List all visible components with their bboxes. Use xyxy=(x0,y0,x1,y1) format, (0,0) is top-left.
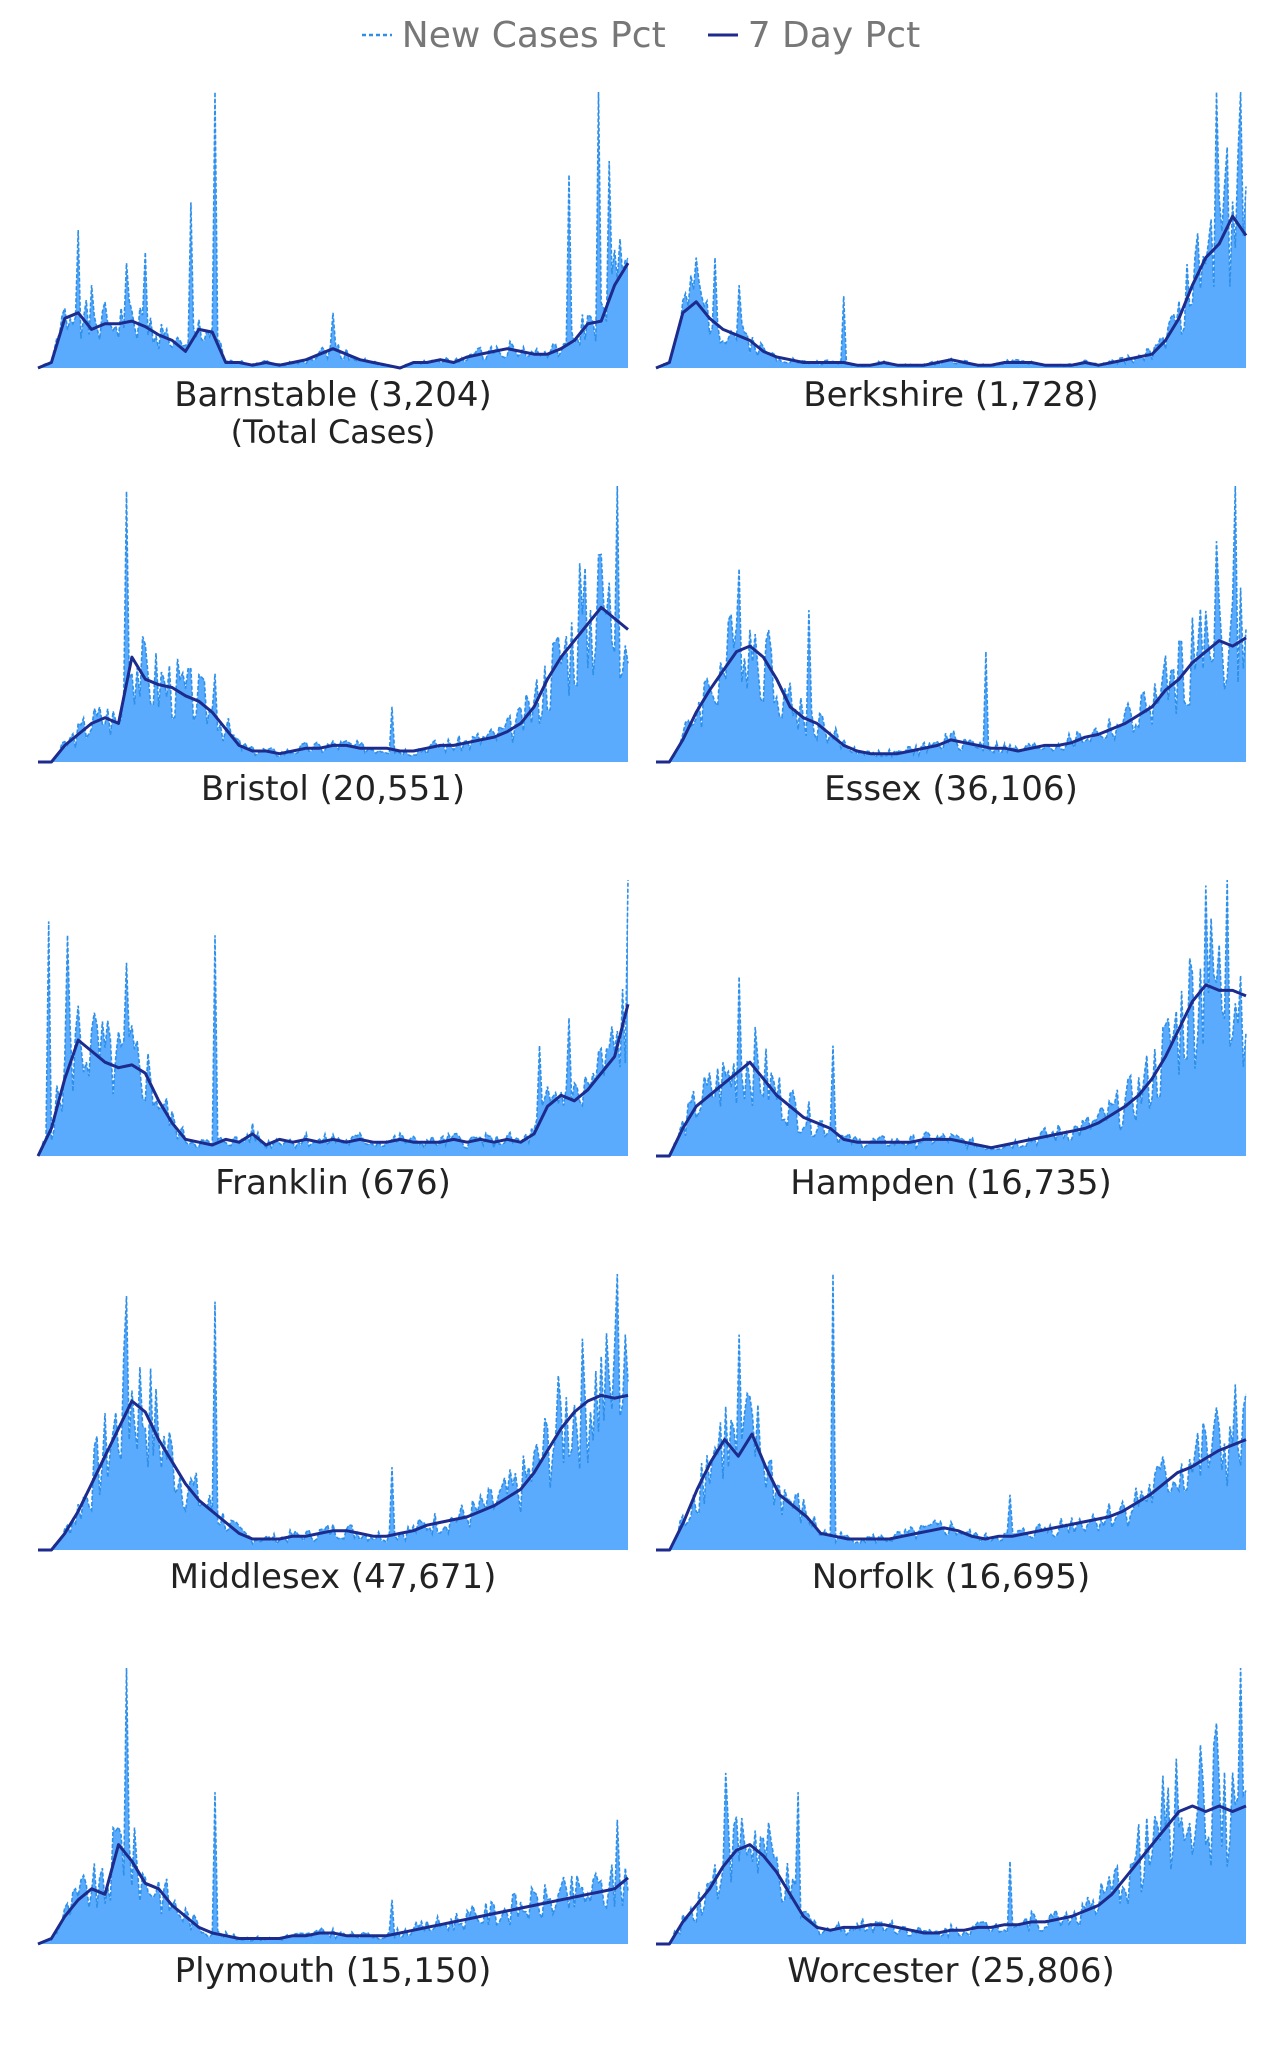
new-cases-line xyxy=(38,485,629,763)
new-cases-line xyxy=(656,879,1247,1157)
seven-day-line xyxy=(656,1804,1247,1946)
panel-bristol: Bristol (20,551) xyxy=(38,462,629,852)
plot-bristol xyxy=(38,485,629,764)
new-cases-line xyxy=(37,1667,629,1945)
plot-norfolk xyxy=(656,1273,1247,1552)
panel-barnstable: Barnstable (3,204) (Total Cases) xyxy=(37,68,630,458)
panel-label: Franklin (676) xyxy=(215,1163,451,1203)
new-cases-area xyxy=(38,1668,628,1944)
legend-swatch-seven-day xyxy=(707,33,738,37)
new-cases-area xyxy=(656,486,1246,762)
seven-day-line xyxy=(37,262,630,370)
panel-label: Hampden (16,735) xyxy=(790,1163,1112,1203)
plot-hampden xyxy=(656,879,1247,1158)
seven-day-line xyxy=(656,1432,1247,1552)
new-cases-area xyxy=(656,1274,1246,1550)
new-cases-line xyxy=(656,485,1247,763)
plot-franklin xyxy=(36,879,630,1157)
new-cases-area xyxy=(656,1668,1246,1944)
new-cases-line xyxy=(38,1273,629,1551)
panel-label: Barnstable (3,204) xyxy=(174,375,492,415)
seven-day-line xyxy=(38,605,629,764)
panel-norfolk: Norfolk (16,695) xyxy=(656,1250,1247,1640)
legend-swatch-new-cases xyxy=(361,33,392,37)
panel-label: Berkshire (1,728) xyxy=(803,375,1099,415)
seven-day-line xyxy=(656,636,1247,764)
panel-hampden: Hampden (16,735) xyxy=(656,856,1247,1246)
seven-day-line xyxy=(655,214,1248,370)
panel-worcester: Worcester (25,806) xyxy=(656,1644,1247,2034)
panel-label: Norfolk (16,695) xyxy=(811,1557,1091,1597)
legend-label-new-cases: New Cases Pct xyxy=(401,14,666,56)
legend-item-seven-day: 7 Day Pct xyxy=(706,14,921,56)
panel-label: Plymouth (15,150) xyxy=(174,1951,492,1991)
panel-franklin: Franklin (676) xyxy=(36,856,630,1246)
seven-day-line xyxy=(38,1393,629,1552)
panel-sublabel: (Total Cases) xyxy=(230,413,436,451)
new-cases-area xyxy=(38,880,628,1156)
new-cases-area xyxy=(656,880,1246,1156)
legend-label-seven-day: 7 Day Pct xyxy=(747,14,921,56)
panel-label: Essex (36,106) xyxy=(824,769,1078,809)
plot-worcester xyxy=(656,1667,1247,1946)
legend: New Cases Pct 7 Day Pct xyxy=(0,12,1280,58)
panel-plymouth: Plymouth (15,150) xyxy=(37,1644,629,2034)
plot-plymouth xyxy=(37,1667,629,1946)
new-cases-area xyxy=(38,92,628,368)
plot-barnstable xyxy=(37,91,630,370)
seven-day-line xyxy=(36,1003,630,1157)
new-cases-area xyxy=(38,486,628,762)
seven-day-line xyxy=(37,1843,629,1946)
panel-middlesex: Middlesex (47,671) xyxy=(38,1250,629,1640)
plot-middlesex xyxy=(38,1273,629,1552)
new-cases-line xyxy=(655,91,1247,369)
new-cases-line xyxy=(37,879,629,1157)
new-cases-line xyxy=(656,1667,1247,1945)
plot-essex xyxy=(656,485,1247,764)
panel-label: Middlesex (47,671) xyxy=(169,1557,497,1597)
panel-essex: Essex (36,106) xyxy=(656,462,1247,852)
seven-day-line xyxy=(656,983,1247,1158)
plot-berkshire xyxy=(655,91,1248,370)
panel-berkshire: Berkshire (1,728) xyxy=(655,68,1248,458)
new-cases-area xyxy=(38,1274,628,1550)
legend-item-new-cases: New Cases Pct xyxy=(360,15,666,56)
panel-label: Bristol (20,551) xyxy=(200,769,466,809)
new-cases-area xyxy=(656,92,1246,368)
panel-label: Worcester (25,806) xyxy=(787,1951,1115,1991)
